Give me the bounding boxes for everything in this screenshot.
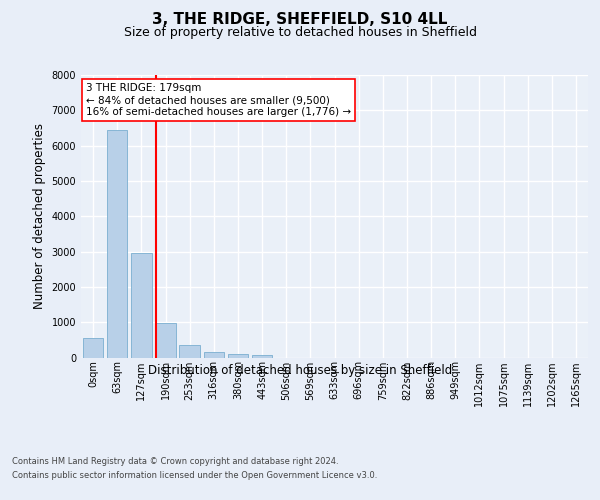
Bar (179, 346, 200, 358)
Text: 3, THE RIDGE, SHEFFIELD, S10 4LL: 3, THE RIDGE, SHEFFIELD, S10 4LL (152, 12, 448, 28)
Bar (252, 355, 272, 358)
Bar (107, 130, 127, 358)
Bar (227, 354, 248, 358)
Text: Contains HM Land Registry data © Crown copyright and database right 2024.: Contains HM Land Registry data © Crown c… (12, 458, 338, 466)
Bar (83, 338, 103, 357)
Bar (131, 254, 152, 358)
Bar (203, 352, 224, 358)
Y-axis label: Number of detached properties: Number of detached properties (33, 123, 46, 309)
Bar (155, 323, 176, 358)
Text: Distribution of detached houses by size in Sheffield: Distribution of detached houses by size … (148, 364, 452, 377)
Text: Size of property relative to detached houses in Sheffield: Size of property relative to detached ho… (124, 26, 476, 39)
Text: Contains public sector information licensed under the Open Government Licence v3: Contains public sector information licen… (12, 471, 377, 480)
Text: 3 THE RIDGE: 179sqm
← 84% of detached houses are smaller (9,500)
16% of semi-det: 3 THE RIDGE: 179sqm ← 84% of detached ho… (86, 84, 351, 116)
